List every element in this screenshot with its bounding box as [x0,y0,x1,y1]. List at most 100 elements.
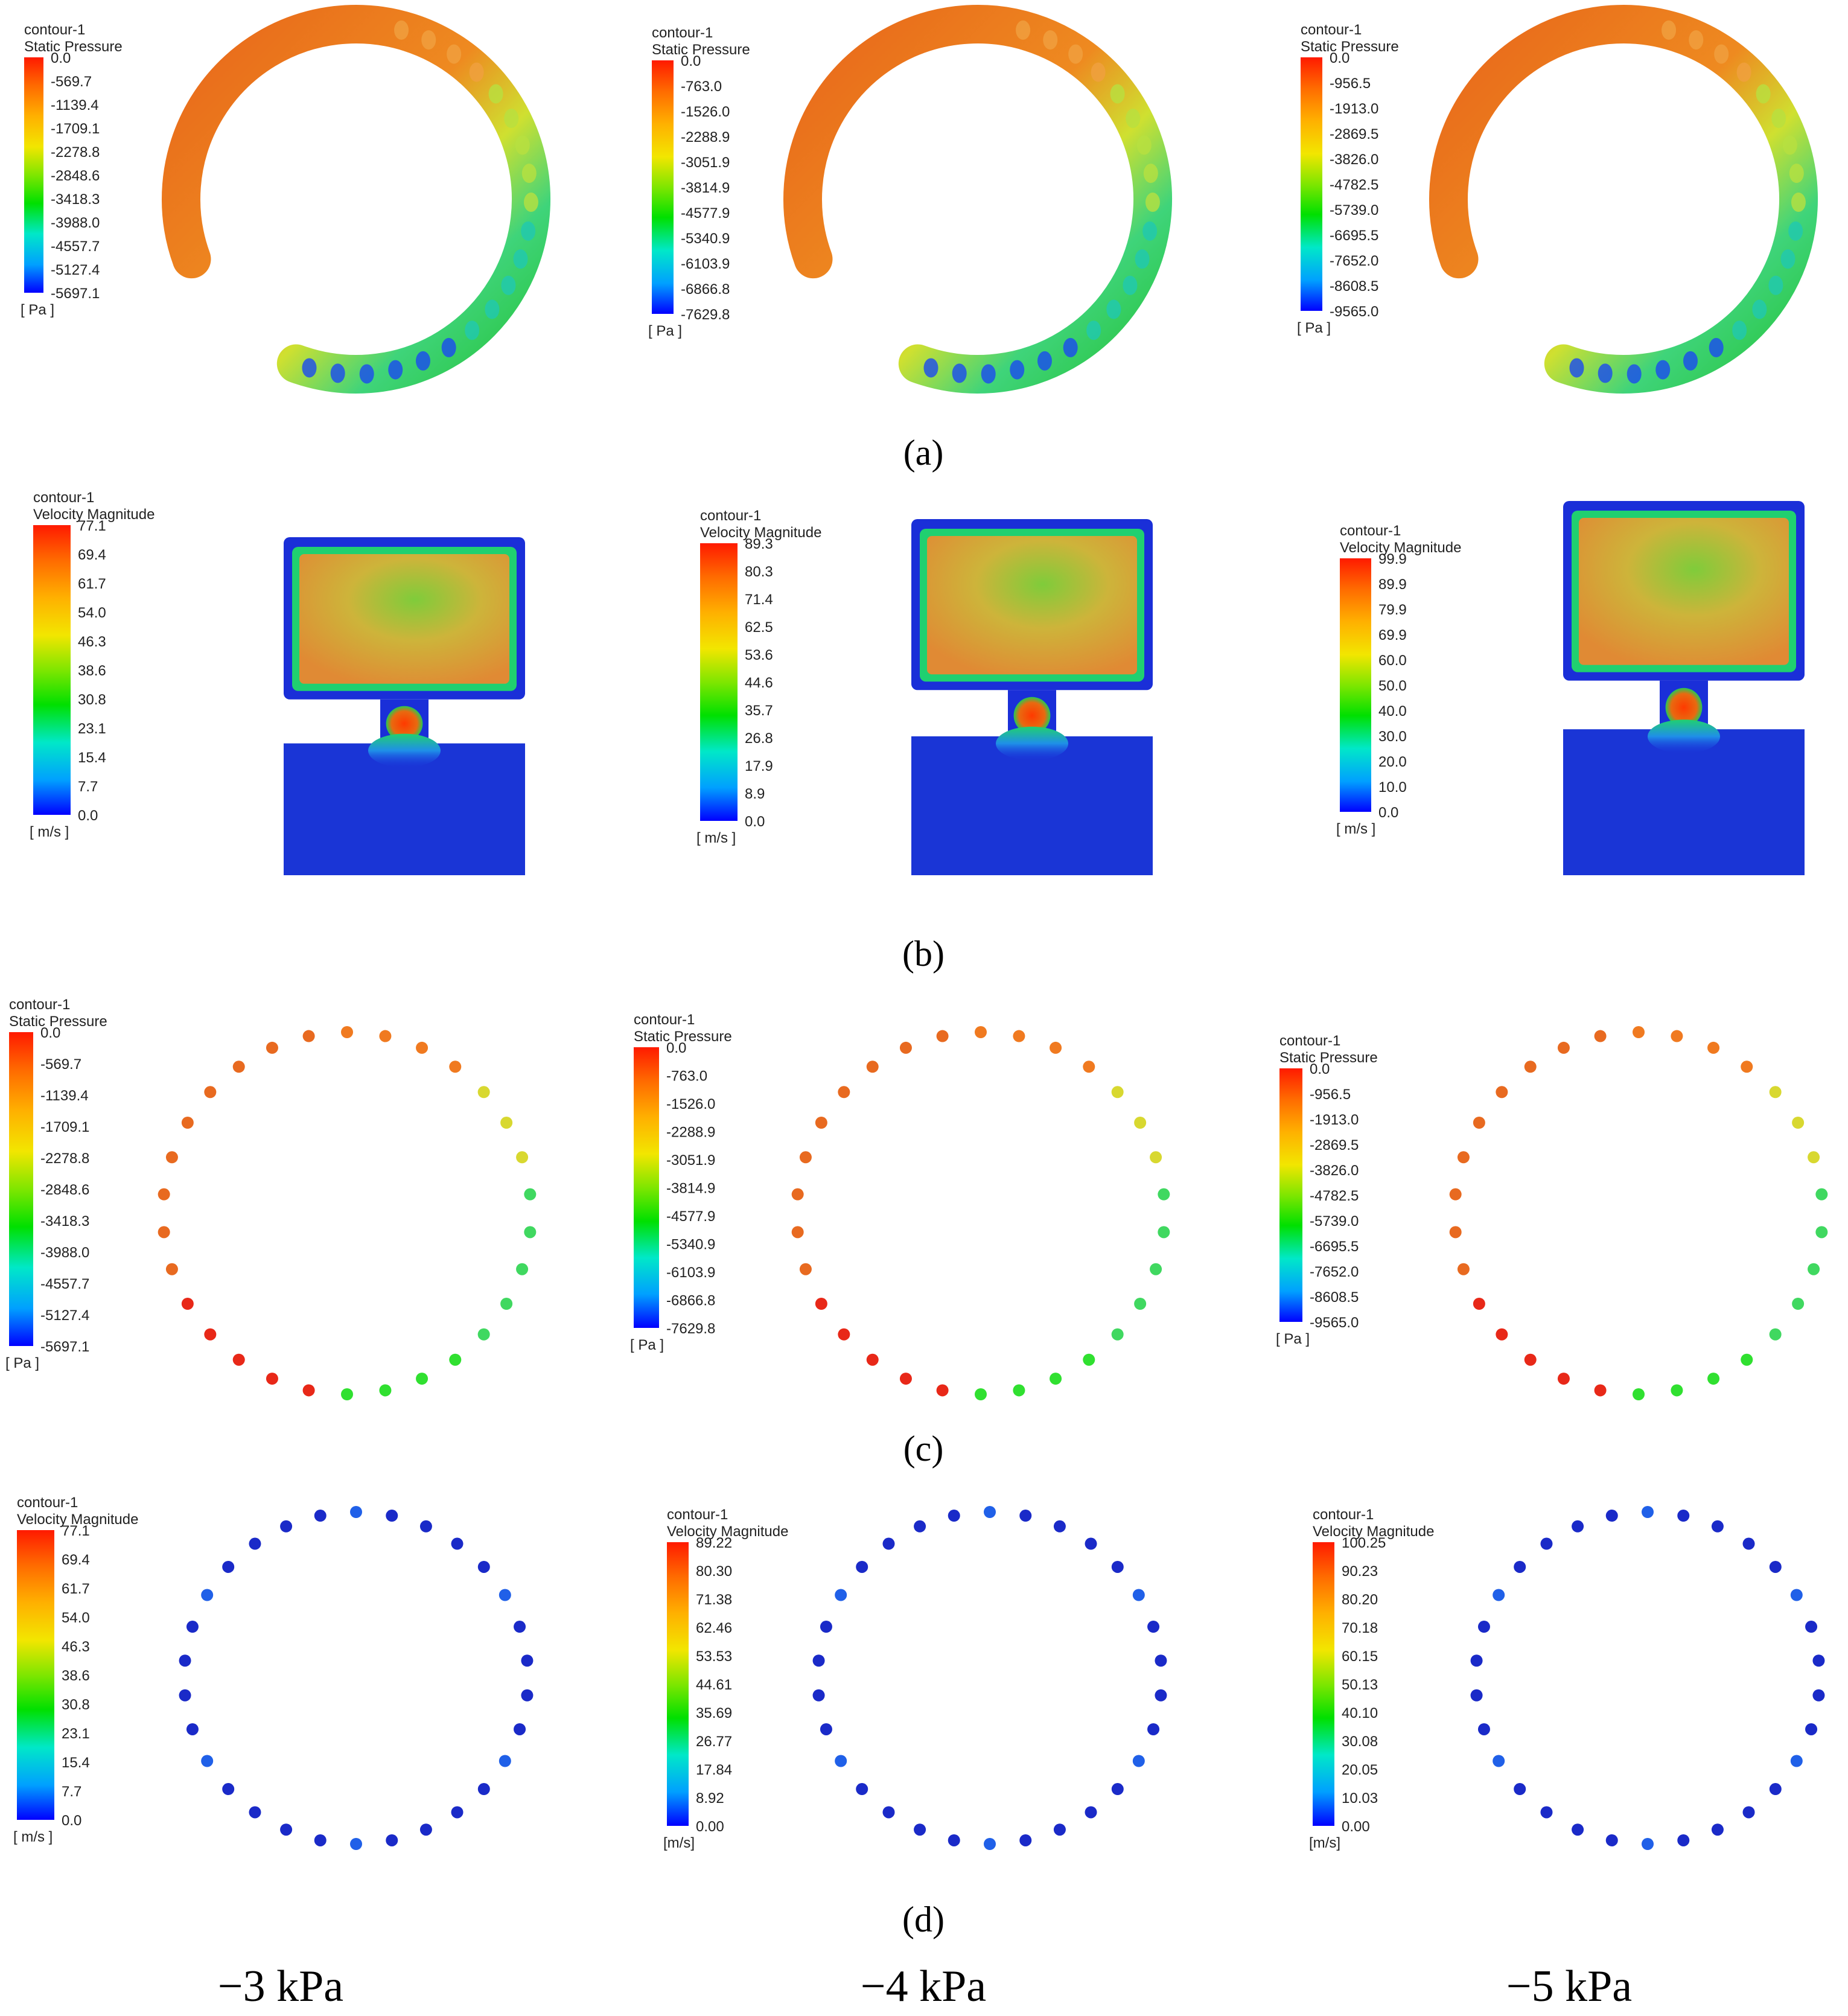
legend-tick-label: -6695.5 [1310,1239,1359,1255]
legend-tick-label: 61.7 [78,576,106,592]
hole-mark [1050,1041,1062,1054]
legend-name: contour-1 [17,1494,78,1511]
legend-tick-label: 50.13 [1342,1677,1378,1693]
legend-tick-label: 30.8 [62,1697,90,1713]
hole-mark [266,1041,278,1054]
legend-tick-label: -3988.0 [40,1245,89,1261]
hole-mark [416,1041,429,1054]
legend-tick-label: 0.00 [1342,1819,1370,1835]
legend-tick-label: 89.22 [696,1535,732,1551]
ring-hole-mark [1569,358,1584,378]
column-pressure-label: −3 kPa [218,1962,343,2011]
legend-tick-label: -2848.6 [40,1182,89,1198]
hole-mark [815,1298,827,1310]
legend-variable: Velocity Magnitude [1313,1523,1434,1540]
ring-hole-mark [523,193,538,212]
hole-mark [1013,1384,1025,1397]
ring-hole-mark [465,321,480,340]
legend-tick-label: -2288.9 [681,129,730,145]
legend-variable: Velocity Magnitude [33,506,155,523]
hole-mark [350,1506,362,1518]
hole-mark [791,1226,804,1239]
subfigure-caption: (b) [902,934,945,974]
ring-hole-mark [447,44,462,64]
legend-tick-label: 10.03 [1342,1790,1378,1807]
legend-tick-label: 23.1 [78,721,106,737]
legend-unit: [ Pa ] [1297,320,1331,336]
hole-mark [948,1510,960,1522]
hole-mark [514,1723,526,1735]
ring-hole-mark [1752,299,1767,319]
ring-hole-mark [485,299,500,319]
legend-tick-label: -763.0 [681,78,722,95]
ring-hole-mark [1662,20,1677,40]
legend-variable: Static Pressure [24,39,123,55]
hole-mark [1540,1806,1553,1819]
legend-tick-label: -569.7 [51,74,92,90]
legend-unit: [m/s] [1309,1835,1340,1851]
hole-mark [1741,1061,1753,1073]
ring-hole-mark [1068,44,1083,64]
hole-mark [379,1384,392,1397]
hole-mark [899,1041,912,1054]
hole-mark [341,1388,353,1400]
legend-tick-label: 69.9 [1378,627,1407,643]
hole-mark [1711,1823,1724,1836]
hole-mark [222,1560,235,1573]
hole-mark [1605,1510,1618,1522]
hole-mark [1671,1030,1683,1042]
legend-name: contour-1 [1279,1033,1340,1049]
legend-tick-label: 40.10 [1342,1705,1378,1721]
hole-mark [975,1026,987,1038]
hole-mark [1594,1384,1607,1397]
legend-colorbar [1301,57,1322,311]
hole-mark [838,1328,850,1341]
legend-tick-label: 26.8 [745,730,773,747]
hole-mark [1083,1353,1095,1366]
hole-mark [524,1226,537,1239]
legend-tick-label: -7629.8 [681,307,730,323]
hole-mark [1050,1373,1062,1385]
legend-tick-label: -763.0 [666,1068,707,1085]
hole-mark [165,1263,178,1275]
hole-mark [165,1151,178,1164]
hole-mark [984,1506,996,1518]
legend-name: contour-1 [667,1507,728,1523]
legend-tick-label: 0.0 [1330,50,1349,66]
hole-mark [500,1117,513,1129]
legend-tick-label: 71.4 [745,592,773,608]
ring-hole-mark [1136,135,1152,155]
legend-colorbar [634,1047,659,1328]
ring-hole-mark [302,358,317,378]
legend-tick-label: -1913.0 [1330,101,1378,117]
hole-mark [1053,1823,1066,1836]
hole-mark [499,1755,511,1767]
legend-colorbar [1340,558,1371,812]
legend-tick-label: 53.6 [745,647,773,663]
upper-chamber-flow [1579,518,1789,665]
hole-mark [1158,1226,1170,1239]
legend-tick-label: -1709.1 [51,121,100,137]
legend-tick-label: -3988.0 [51,215,100,231]
legend-tick-label: -5127.4 [51,262,100,278]
legend-tick-label: 53.53 [696,1648,732,1665]
hole-mark [181,1298,194,1310]
legend-tick-label: -3826.0 [1310,1163,1359,1179]
ring-hole-mark [330,363,345,383]
legend-tick-label: 0.0 [681,53,701,69]
hole-mark [1812,1654,1825,1667]
legend-tick-label: 80.30 [696,1563,732,1580]
hole-mark [1473,1298,1485,1310]
hole-mark [1769,1783,1782,1796]
ring-hole-mark [1771,109,1786,129]
hole-mark [1677,1510,1690,1522]
ring-hole-mark [1780,249,1795,269]
hole-mark [1711,1520,1724,1533]
hole-mark [386,1834,398,1846]
hole-mark [1769,1328,1782,1341]
legend-tick-label: -956.5 [1310,1086,1351,1103]
legend-tick-label: 69.4 [62,1552,90,1568]
legend-unit: [ Pa ] [648,323,682,339]
